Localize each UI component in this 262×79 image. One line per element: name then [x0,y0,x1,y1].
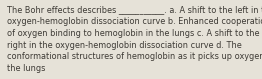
Text: The Bohr effects describes ___________. a. A shift to the left in the: The Bohr effects describes ___________. … [7,6,262,15]
Text: conformational structures of hemoglobin as it picks up oxygen in: conformational structures of hemoglobin … [7,52,262,61]
Text: of oxygen binding to hemoglobin in the lungs c. A shift to the: of oxygen binding to hemoglobin in the l… [7,29,259,38]
Text: the lungs: the lungs [7,64,45,73]
Text: right in the oxygen-hemoglobin dissociation curve d. The: right in the oxygen-hemoglobin dissociat… [7,41,241,50]
Text: oxygen-hemoglobin dissociation curve b. Enhanced cooperation: oxygen-hemoglobin dissociation curve b. … [7,17,262,26]
